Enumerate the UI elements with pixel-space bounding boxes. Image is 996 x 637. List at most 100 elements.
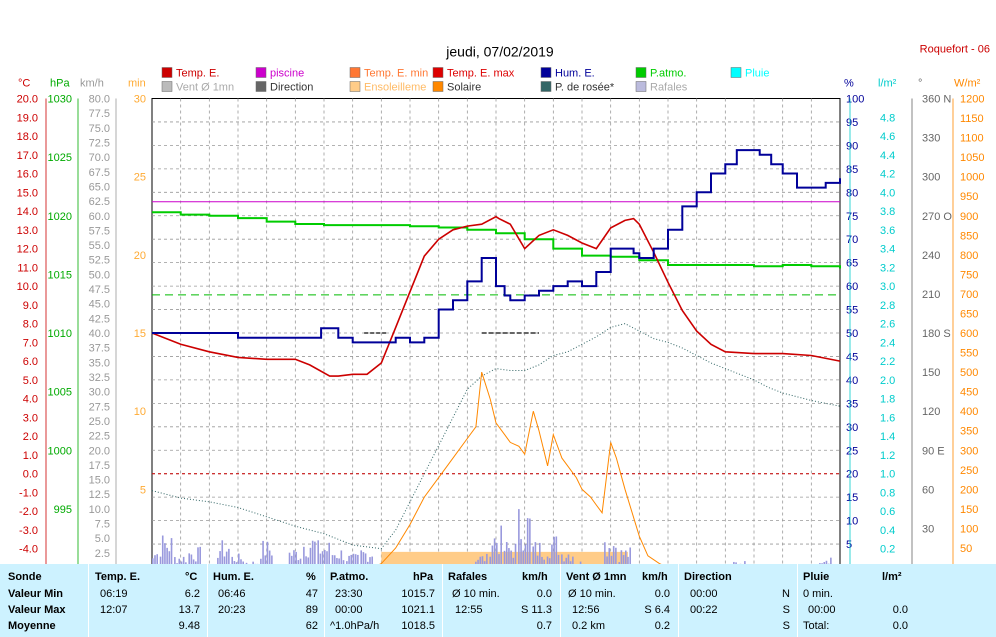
hpa-tick: 1025: [48, 152, 72, 164]
wm2-tick: 450: [960, 387, 978, 399]
gust-bar: [529, 518, 531, 568]
rain-tick: 4.4: [880, 150, 895, 162]
gust-bar: [333, 555, 336, 568]
gust-bar: [217, 557, 219, 568]
pct-tick: 35: [846, 398, 858, 410]
min-tick: 10: [134, 406, 146, 418]
temp-tick: 18.0: [17, 131, 38, 143]
gust-bar: [231, 556, 233, 568]
gust-bar: [264, 555, 267, 568]
kmh-tick: 5.0: [95, 533, 110, 545]
gust-bar: [539, 542, 541, 568]
wm2-tick: 550: [960, 348, 978, 360]
gust-bar: [262, 540, 264, 568]
gust-bar: [271, 555, 273, 568]
col-unit-gust: km/h: [522, 571, 548, 583]
pct-tick: 45: [846, 351, 858, 363]
wm2-tick: 900: [960, 211, 978, 223]
gust-bar: [567, 554, 570, 568]
wm2-tick: 400: [960, 406, 978, 418]
gust-bar: [620, 550, 623, 568]
axis-unit: km/h: [80, 78, 104, 90]
gust-bar: [565, 557, 568, 568]
gust-bar: [178, 558, 181, 568]
kmh-tick: 47.5: [89, 284, 110, 296]
wm2-tick: 700: [960, 289, 978, 301]
gust-bar: [268, 550, 271, 568]
wm2-tick: 650: [960, 308, 978, 320]
kmh-tick: 25.0: [89, 416, 110, 428]
temp-min-time: 06:19: [100, 588, 128, 600]
wm2-tick: 1050: [960, 152, 984, 164]
temp-tick: 8.0: [23, 319, 38, 331]
kmh-tick: 27.5: [89, 401, 110, 413]
temp-tick: 4.0: [23, 394, 38, 406]
gust-bar: [354, 554, 357, 568]
legend-label: Temp. E. max: [447, 68, 515, 80]
temp-tick: 10.0: [17, 281, 38, 293]
col-header-rain: Pluie: [803, 571, 830, 583]
col-unit-wind: km/h: [642, 571, 668, 583]
gust-bar: [551, 544, 553, 568]
temp-tick: 12.0: [17, 244, 38, 256]
wm2-tick: 1150: [960, 113, 984, 125]
gust-bar: [190, 554, 193, 568]
gust-bar: [362, 552, 365, 568]
wind-max-value: S 6.4: [644, 604, 670, 616]
gust-bar: [238, 553, 240, 568]
rain-tick: 3.6: [880, 225, 895, 237]
wind-distance: 0.2 km: [572, 620, 606, 632]
kmh-tick: 42.5: [89, 313, 110, 325]
pct-tick: 10: [846, 516, 858, 528]
axis-unit: °C: [18, 78, 30, 90]
pct-tick: 40: [846, 375, 858, 387]
gust-bar: [369, 557, 371, 568]
legend-swatch: [349, 81, 361, 92]
wm2-tick: 150: [960, 504, 978, 516]
temp-tick: 5.0: [23, 375, 38, 387]
col-unit-hum: %: [306, 571, 316, 583]
hum-min-value: 47: [305, 588, 318, 600]
gust-bar: [508, 548, 510, 568]
legend-label: piscine: [270, 68, 304, 80]
legend-label: Rafales: [650, 82, 688, 94]
gust-bar: [498, 554, 500, 568]
gust-bar: [154, 555, 156, 568]
temp-tick: 2.0: [23, 431, 38, 443]
temp-tick: 13.0: [17, 225, 38, 237]
pct-tick: 80: [846, 187, 858, 199]
gust-bar: [606, 556, 608, 568]
gust-bar: [192, 559, 195, 568]
gust-bar: [197, 547, 199, 568]
temp-tick: 17.0: [17, 150, 38, 162]
gust-bar: [159, 556, 162, 568]
direction-tick: 330: [922, 133, 940, 145]
kmh-tick: 12.5: [89, 489, 110, 501]
temperature-line: [151, 215, 841, 377]
temp-tick: -2.0: [19, 506, 38, 518]
gust-bar: [503, 550, 506, 568]
gust-bar: [481, 556, 484, 568]
row-label-min: Valeur Min: [8, 588, 64, 600]
legend-swatch: [730, 67, 742, 78]
col-header-temp: Temp. E.: [95, 571, 141, 583]
rain-tick: 1.0: [880, 469, 895, 481]
gust-bar: [290, 555, 293, 568]
temp-max-time: 12:07: [100, 604, 128, 616]
gust-bar: [223, 556, 226, 568]
gust-bar: [303, 546, 305, 568]
gust-bar: [297, 560, 300, 568]
dir-max-time: 00:22: [690, 604, 718, 616]
hpa-tick: 1005: [48, 387, 72, 399]
temp-tick: 16.0: [17, 169, 38, 181]
rain-tick: 4.8: [880, 112, 895, 124]
gust-bar: [512, 557, 515, 568]
legend-label: Hum. E.: [555, 68, 595, 80]
pct-tick: 70: [846, 234, 858, 246]
wind-min-value: 0.0: [654, 588, 670, 600]
kmh-tick: 20.0: [89, 445, 110, 457]
col-header-pres: P.atmo.: [330, 571, 369, 583]
kmh-tick: 22.5: [89, 431, 110, 443]
gust-bar: [486, 553, 488, 568]
hum-max-value: 89: [305, 604, 318, 616]
